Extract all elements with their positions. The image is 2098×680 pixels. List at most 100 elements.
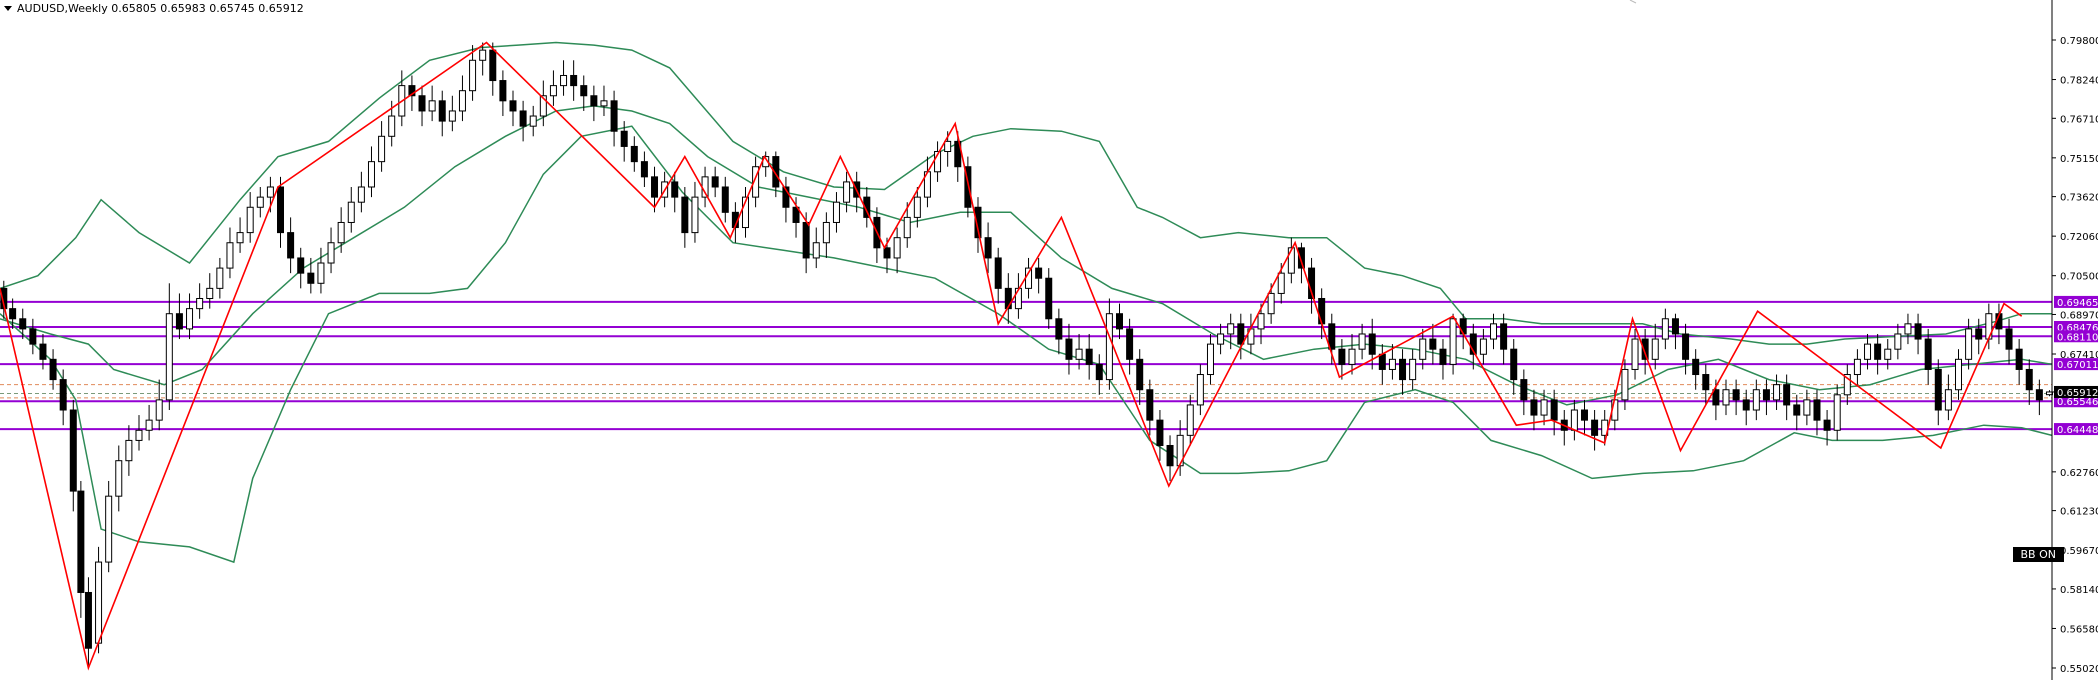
candle-body-bear xyxy=(1823,419,1831,431)
candle-body-bull xyxy=(903,216,911,239)
candle-body-bear xyxy=(307,272,315,284)
candle xyxy=(1954,349,1962,400)
candle xyxy=(1692,349,1700,390)
candle-body-bear xyxy=(964,166,972,208)
candle xyxy=(519,100,527,142)
candle-body-bear xyxy=(1712,389,1720,406)
candle xyxy=(1247,313,1255,355)
candle xyxy=(1803,389,1811,426)
candle-body-bear xyxy=(1732,389,1740,401)
candle xyxy=(0,280,8,319)
candle xyxy=(1864,333,1872,370)
candle-body-bull xyxy=(1904,323,1912,335)
candle xyxy=(2015,339,2023,385)
candle-body-bear xyxy=(974,206,982,239)
candle xyxy=(580,75,588,111)
candle xyxy=(1469,323,1477,370)
candle xyxy=(1490,313,1498,350)
candle xyxy=(1419,328,1427,370)
candle-body-bear xyxy=(1469,333,1477,355)
candle-body-bear xyxy=(1641,338,1649,360)
candle-body-bear xyxy=(1429,338,1437,350)
bb-on-badge[interactable]: BB ON xyxy=(2012,547,2064,562)
candle xyxy=(843,171,851,213)
candle xyxy=(1388,344,1396,380)
candle-body-bear xyxy=(1318,297,1326,325)
candle-body-bear xyxy=(84,591,92,649)
candle-body-bull xyxy=(752,166,760,198)
candle-body-bear xyxy=(77,490,85,593)
candle xyxy=(1126,318,1134,375)
candle-body-bull xyxy=(1752,389,1760,411)
candle-body-bull xyxy=(1186,404,1194,436)
level-label: 0.68110 xyxy=(2057,332,2098,343)
candle xyxy=(1934,359,1942,426)
candle xyxy=(327,227,335,274)
price-tick-label: 0.79800 xyxy=(2060,36,2098,47)
dropdown-triangle-icon[interactable] xyxy=(4,6,12,11)
candle-body-bear xyxy=(438,100,446,122)
current-price-label: 0.65912 xyxy=(2057,388,2098,399)
candle-body-bear xyxy=(1116,313,1124,330)
candle xyxy=(1439,339,1447,380)
price-tick-label: 0.59670 xyxy=(2060,546,2098,557)
candle xyxy=(1500,313,1508,365)
candle-body-bull xyxy=(1287,247,1295,274)
candle xyxy=(69,399,77,512)
candle-body-bull xyxy=(196,297,204,310)
candle-body-bear xyxy=(509,100,517,112)
candle xyxy=(1833,384,1841,441)
candle-body-bull xyxy=(165,313,173,401)
candle xyxy=(1621,359,1629,411)
candle xyxy=(2035,379,2043,416)
bollinger-upper xyxy=(0,41,2052,345)
candle-body-bull xyxy=(1358,333,1366,350)
candle-body-bull xyxy=(913,196,921,218)
candle-body-bear xyxy=(1065,338,1073,360)
candle xyxy=(1257,303,1265,345)
candle-body-bear xyxy=(1530,399,1538,416)
candle-body-bear xyxy=(1682,333,1690,360)
candle-body-bear xyxy=(297,257,305,274)
candle-body-bull xyxy=(1864,343,1872,360)
candle-body-bull xyxy=(1348,348,1356,365)
candle xyxy=(59,369,67,426)
candle xyxy=(1591,410,1599,451)
candle xyxy=(367,146,375,198)
candle xyxy=(458,75,466,122)
price-tick-label: 0.58140 xyxy=(2060,585,2098,596)
candle-body-bear xyxy=(984,237,992,259)
candle xyxy=(1075,333,1083,370)
candle xyxy=(1762,379,1770,416)
candle xyxy=(1055,308,1063,355)
candle xyxy=(1671,313,1679,350)
candle xyxy=(1186,394,1194,446)
candle-body-bear xyxy=(711,176,719,188)
candle xyxy=(378,121,386,172)
candle-body-bear xyxy=(1702,374,1710,391)
candle xyxy=(651,166,659,213)
candle-body-bull xyxy=(1803,399,1811,416)
candle xyxy=(1045,268,1053,329)
price-tick-label: 0.56580 xyxy=(2060,624,2098,635)
candle-body-bear xyxy=(671,181,679,198)
candle-body-bear xyxy=(570,74,578,87)
bollinger-bands xyxy=(0,41,2053,564)
candle-body-bull xyxy=(125,439,133,462)
candle-body-bull xyxy=(843,181,851,203)
scroll-marker xyxy=(1629,0,1637,4)
candle-body-bull xyxy=(469,59,477,92)
candle-body-bull xyxy=(317,262,325,284)
candle-body-bear xyxy=(1328,323,1336,350)
candle xyxy=(1722,379,1730,416)
candle xyxy=(236,217,244,253)
candle xyxy=(1227,313,1235,350)
level-label-bg xyxy=(2054,320,2098,333)
candle xyxy=(39,333,47,370)
candle-body-bear xyxy=(782,186,790,208)
candle xyxy=(752,156,760,208)
candle-body-bull xyxy=(1479,338,1487,355)
candle-body-bear xyxy=(1095,363,1103,381)
candle xyxy=(822,212,830,258)
